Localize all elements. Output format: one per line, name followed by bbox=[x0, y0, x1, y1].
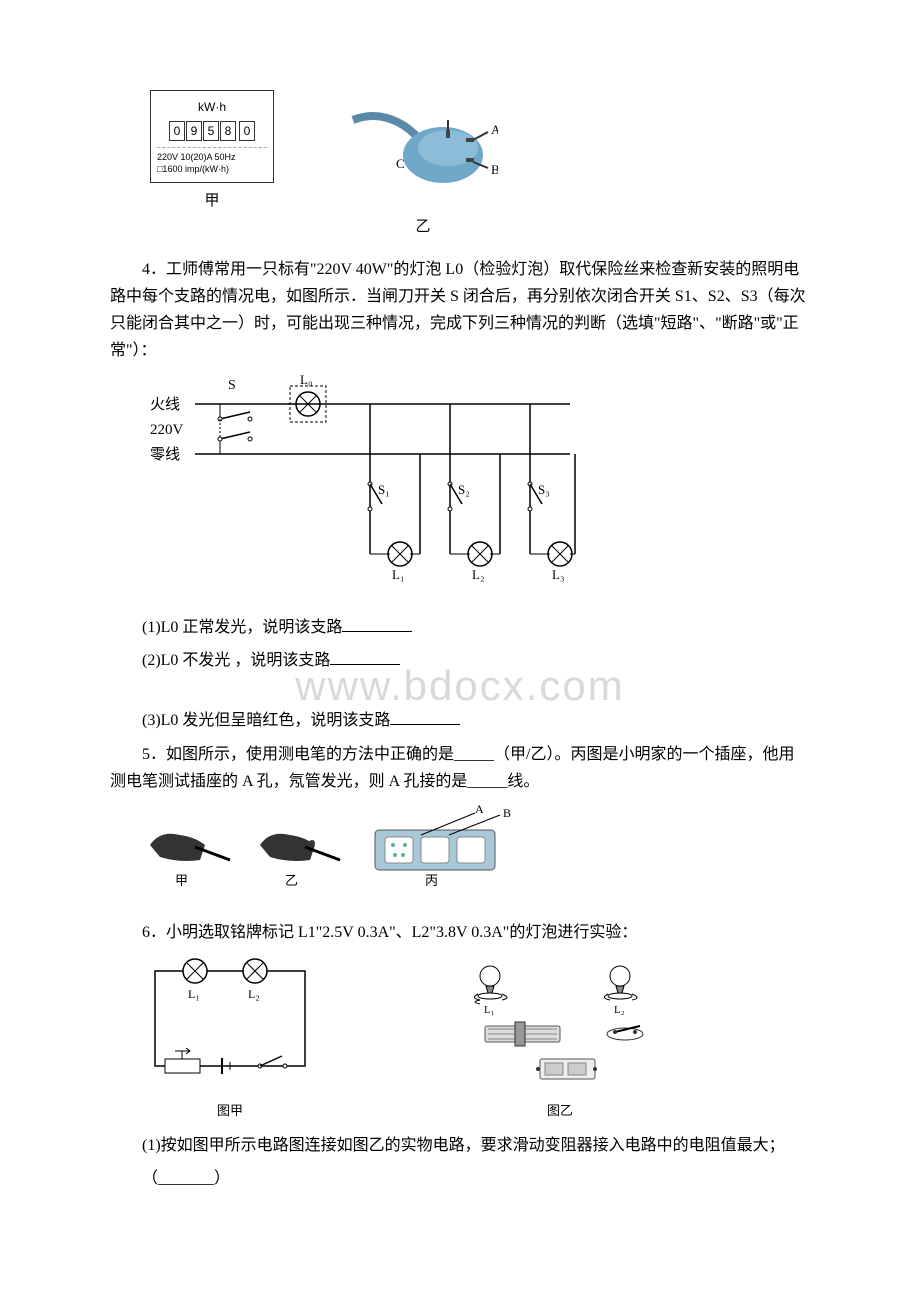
spec-line: □1600 imp/(kW·h) bbox=[157, 164, 267, 176]
svg-text:L₁: L₁ bbox=[188, 987, 200, 1001]
hand-yi: 乙 bbox=[260, 834, 340, 888]
svg-text:L₃: L₃ bbox=[552, 567, 564, 582]
fig-jia: L₁ L₂ 图甲 bbox=[140, 956, 320, 1121]
q6-text: 6．小明选取铭牌标记 L1"2.5V 0.3A"、L2"3.8V 0.3A"的灯… bbox=[110, 919, 810, 946]
digit: 9 bbox=[186, 121, 202, 141]
test-pen-diagram: 甲 乙 A B 丙 bbox=[140, 805, 520, 895]
socket-bing: A B 丙 bbox=[375, 805, 511, 888]
pin-b-label: B bbox=[491, 162, 498, 177]
blank bbox=[390, 708, 460, 725]
plug-label: 乙 bbox=[348, 215, 498, 241]
zero-label: 零线 bbox=[150, 446, 180, 463]
q4-sub3-text: (3)L0 发光但呈暗红色，说明该支路 bbox=[142, 712, 390, 729]
branch-2: S₂ L₂ bbox=[448, 404, 500, 582]
q4-sub2-text: (2)L0 不发光 ，说明该支路 bbox=[142, 652, 330, 669]
q4-sub1: (1)L0 正常发光，说明该支路 bbox=[142, 614, 810, 641]
pin-a-label: A bbox=[491, 122, 498, 137]
svg-text:乙: 乙 bbox=[285, 873, 298, 888]
branch-1: S₁ L₁ bbox=[368, 404, 420, 582]
fig-yi: L₁ L₂ bbox=[450, 956, 670, 1121]
plug-figure: A B C 乙 bbox=[348, 90, 498, 241]
pin-c-label: C bbox=[396, 156, 405, 171]
q4-sub1-text: (1)L0 正常发光，说明该支路 bbox=[142, 619, 342, 636]
plug-icon: A B C bbox=[348, 90, 498, 200]
meter-label: 甲 bbox=[150, 189, 274, 215]
cap-yi: 图乙 bbox=[450, 1100, 670, 1122]
svg-text:丙: 丙 bbox=[425, 873, 438, 888]
meter-specs: 220V 10(20)A 50Hz □1600 imp/(kW·h) bbox=[157, 147, 267, 175]
q4-sub3: (3)L0 发光但呈暗红色，说明该支路 bbox=[142, 707, 810, 734]
svg-text:S₁: S₁ bbox=[378, 482, 390, 497]
meter-unit: kW·h bbox=[157, 97, 267, 117]
digit: 0 bbox=[239, 121, 255, 141]
digit: 0 bbox=[169, 121, 185, 141]
blank bbox=[342, 615, 412, 632]
meter-digits: 0 9 5 8 0 bbox=[157, 121, 267, 141]
energy-meter: kW·h 0 9 5 8 0 220V 10(20)A 50Hz □1600 i… bbox=[150, 90, 274, 183]
branch-3: S₃ L₃ bbox=[528, 404, 575, 582]
svg-text:L₁: L₁ bbox=[484, 1004, 495, 1016]
q4-circuit: 火线 220V 零线 S L₀ bbox=[140, 374, 810, 603]
svg-text:S₃: S₃ bbox=[538, 482, 550, 497]
l0-label: L₀ bbox=[300, 374, 312, 387]
svg-text:S₂: S₂ bbox=[458, 482, 470, 497]
digit: 8 bbox=[220, 121, 236, 141]
blank bbox=[330, 648, 400, 665]
volt-label: 220V bbox=[150, 422, 184, 438]
spec-line: 220V 10(20)A 50Hz bbox=[157, 152, 267, 164]
svg-text:L₂: L₂ bbox=[614, 1004, 625, 1016]
q5-text: 5．如图所示，使用测电笔的方法中正确的是_____（甲/乙）。丙图是小明家的一个… bbox=[110, 741, 810, 795]
circuit-jia: L₁ L₂ bbox=[140, 956, 320, 1086]
svg-text:B: B bbox=[503, 806, 511, 820]
svg-text:A: A bbox=[475, 805, 484, 816]
page: kW·h 0 9 5 8 0 220V 10(20)A 50Hz □1600 i… bbox=[0, 0, 920, 1252]
circuit-diagram: 火线 220V 零线 S L₀ bbox=[140, 374, 580, 594]
q6-sub1: (1)按如图甲所示电路图连接如图乙的实物电路，要求滑动变阻器接入电路中的电阻值最… bbox=[110, 1132, 810, 1159]
figure-meter-plug: kW·h 0 9 5 8 0 220V 10(20)A 50Hz □1600 i… bbox=[150, 90, 810, 241]
svg-text:甲: 甲 bbox=[175, 873, 188, 888]
digit: 5 bbox=[203, 121, 219, 141]
circuit-yi: L₁ L₂ bbox=[450, 956, 670, 1086]
q6-paren: （_______） bbox=[142, 1165, 810, 1192]
svg-text:L₂: L₂ bbox=[248, 987, 260, 1001]
q4-text: 4．工师傅常用一只标有"220V 40W"的灯泡 L0（检验灯泡）取代保险丝来检… bbox=[110, 256, 810, 365]
switch-s: S bbox=[228, 378, 236, 393]
hand-jia: 甲 bbox=[150, 834, 230, 888]
q5-figure: 甲 乙 A B 丙 bbox=[140, 805, 810, 904]
q6-figures: L₁ L₂ 图甲 bbox=[140, 956, 810, 1121]
cap-jia: 图甲 bbox=[140, 1100, 320, 1122]
fire-label: 火线 bbox=[150, 396, 180, 413]
q4-sub2: (2)L0 不发光 ，说明该支路 bbox=[142, 647, 810, 674]
meter-figure: kW·h 0 9 5 8 0 220V 10(20)A 50Hz □1600 i… bbox=[150, 90, 274, 214]
svg-text:L₂: L₂ bbox=[472, 567, 484, 582]
svg-text:L₁: L₁ bbox=[392, 567, 404, 582]
